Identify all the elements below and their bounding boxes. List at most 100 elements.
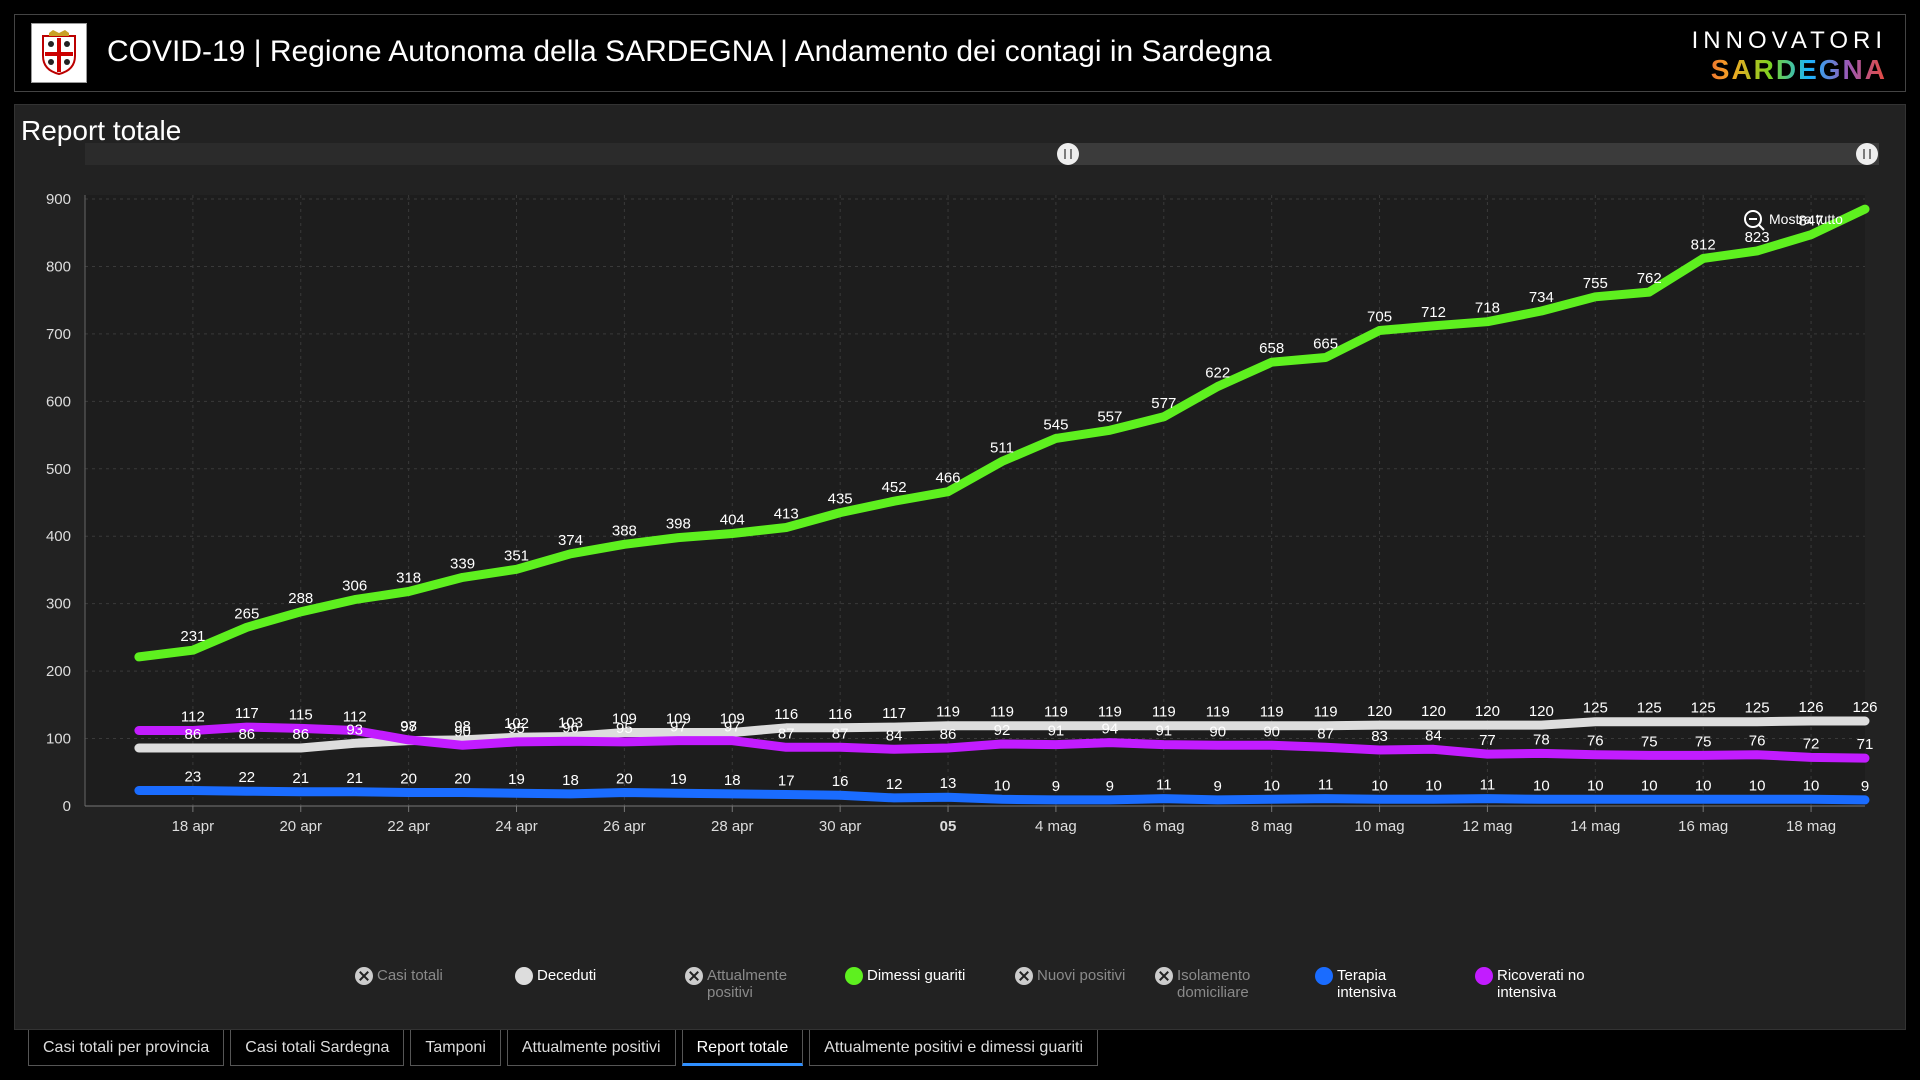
data-point	[946, 489, 951, 494]
data-label: 11	[1318, 777, 1334, 794]
data-point	[1755, 248, 1760, 253]
data-label: 17	[778, 773, 795, 790]
data-point	[1377, 748, 1382, 753]
data-point	[1809, 797, 1814, 802]
data-label: 10	[1533, 777, 1550, 794]
data-label: 86	[940, 726, 957, 743]
data-point	[946, 723, 951, 728]
data-label: 265	[234, 605, 259, 622]
legend-marker-icon	[1015, 967, 1033, 985]
data-label: 22	[238, 769, 255, 786]
x-tick-label: 14 mag	[1570, 818, 1620, 835]
data-label: 119	[1098, 704, 1122, 721]
data-label: 847	[1799, 213, 1824, 230]
y-tick-label: 300	[46, 596, 71, 613]
data-label: 11	[1480, 777, 1496, 794]
legend-label: Isolamento domiciliare	[1177, 967, 1251, 1001]
data-point	[1323, 796, 1328, 801]
x-tick-label: 20 apr	[279, 818, 322, 835]
zoom-out-button[interactable]: Mostra tutto	[1744, 210, 1843, 231]
data-point	[1485, 752, 1490, 757]
tab-attualmente-positivi[interactable]: Attualmente positivi	[506, 1030, 676, 1066]
scrollbar-left-grip[interactable]	[1057, 143, 1079, 165]
data-point	[190, 648, 195, 653]
data-label: 10	[1695, 777, 1712, 794]
legend-item[interactable]: Nuovi positivi	[1015, 967, 1125, 985]
legend-marker-icon	[845, 967, 863, 985]
data-point	[730, 738, 735, 743]
scrollbar-thumb[interactable]	[1068, 143, 1879, 165]
data-point	[352, 728, 357, 733]
data-label: 10	[1641, 777, 1658, 794]
data-label: 318	[396, 570, 421, 587]
page-title: COVID-19 | Regione Autonoma della SARDEG…	[107, 35, 1272, 68]
data-label: 557	[1097, 408, 1122, 425]
data-label: 86	[292, 726, 309, 743]
line-chart[interactable]: 0 100 200 300 400 500 600 700 800 900 18 apr 20 apr…	[15, 105, 1905, 865]
data-label: 120	[1529, 703, 1554, 720]
data-point	[892, 747, 897, 752]
data-point	[1755, 797, 1760, 802]
data-label: 72	[1803, 735, 1820, 752]
data-label: 16	[832, 773, 849, 790]
chart-scrollbar[interactable]	[85, 143, 1879, 165]
data-label: 98	[454, 718, 471, 735]
data-label: 93	[346, 721, 363, 738]
data-label: 116	[828, 706, 852, 723]
legend-marker-icon	[1475, 967, 1493, 985]
legend-item[interactable]: Deceduti	[515, 967, 596, 985]
data-point	[514, 567, 519, 572]
data-label: 812	[1691, 236, 1716, 253]
data-label: 97	[724, 719, 741, 736]
data-point	[892, 795, 897, 800]
data-point	[676, 730, 681, 735]
data-point	[460, 790, 465, 795]
legend-item[interactable]: Terapia intensiva	[1315, 967, 1447, 1001]
data-label: 734	[1529, 289, 1554, 306]
legend-label: Terapia intensiva	[1337, 967, 1397, 1001]
legend-item[interactable]: Attualmente positivi	[685, 967, 817, 1001]
tab-report-totale[interactable]: Report totale	[681, 1030, 804, 1066]
data-point	[1755, 719, 1760, 724]
data-point	[1701, 797, 1706, 802]
data-point	[352, 789, 357, 794]
legend-label: Attualmente positivi	[707, 967, 788, 1001]
legend-item[interactable]: Casi totali	[355, 967, 443, 985]
data-label: 119	[936, 704, 960, 721]
tab-casi-totali-per-provincia[interactable]: Casi totali per provincia	[28, 1030, 225, 1066]
data-point	[999, 797, 1004, 802]
legend-item[interactable]: Ricoverati no intensiva	[1475, 967, 1607, 1001]
zoom-out-label[interactable]: Mostra tutto	[1769, 211, 1843, 227]
data-point	[298, 726, 303, 731]
data-label: 97	[400, 719, 417, 736]
data-label: 712	[1421, 304, 1446, 321]
data-label: 351	[504, 547, 529, 564]
data-point	[244, 625, 249, 630]
tab-casi-totali-sardegna[interactable]: Casi totali Sardegna	[230, 1030, 405, 1066]
data-label: 94	[1102, 721, 1119, 738]
tab-attualmente-positivi-e-dimessi-guariti[interactable]: Attualmente positivi e dimessi guariti	[809, 1030, 1098, 1066]
data-label: 705	[1367, 309, 1392, 326]
data-label: 90	[454, 723, 471, 740]
data-label: 78	[1533, 731, 1550, 748]
data-label: 19	[508, 771, 525, 788]
x-tick-label: 24 apr	[495, 818, 538, 835]
data-point	[622, 542, 627, 547]
brand-logo: INNOVATORI SARDEGNA	[1692, 29, 1887, 84]
scrollbar-right-grip[interactable]	[1856, 143, 1878, 165]
data-point	[1215, 743, 1220, 748]
panel-title: Report totale	[21, 115, 182, 146]
data-point	[406, 737, 411, 742]
data-point	[676, 738, 681, 743]
data-point	[1269, 743, 1274, 748]
y-tick-label: 500	[46, 461, 71, 478]
data-label: 452	[882, 479, 907, 496]
tab-tamponi[interactable]: Tamponi	[410, 1030, 501, 1066]
data-point	[838, 793, 843, 798]
data-label: 95	[616, 720, 633, 737]
legend-item[interactable]: Isolamento domiciliare	[1155, 967, 1287, 1001]
data-point	[1107, 797, 1112, 802]
data-point	[1323, 355, 1328, 360]
legend-item[interactable]: Dimessi guariti	[845, 967, 965, 985]
data-label: 755	[1583, 275, 1608, 292]
